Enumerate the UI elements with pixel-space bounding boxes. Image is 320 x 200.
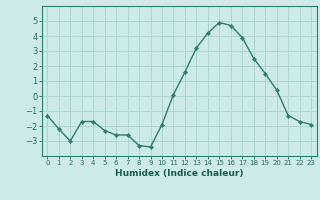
- X-axis label: Humidex (Indice chaleur): Humidex (Indice chaleur): [115, 169, 244, 178]
